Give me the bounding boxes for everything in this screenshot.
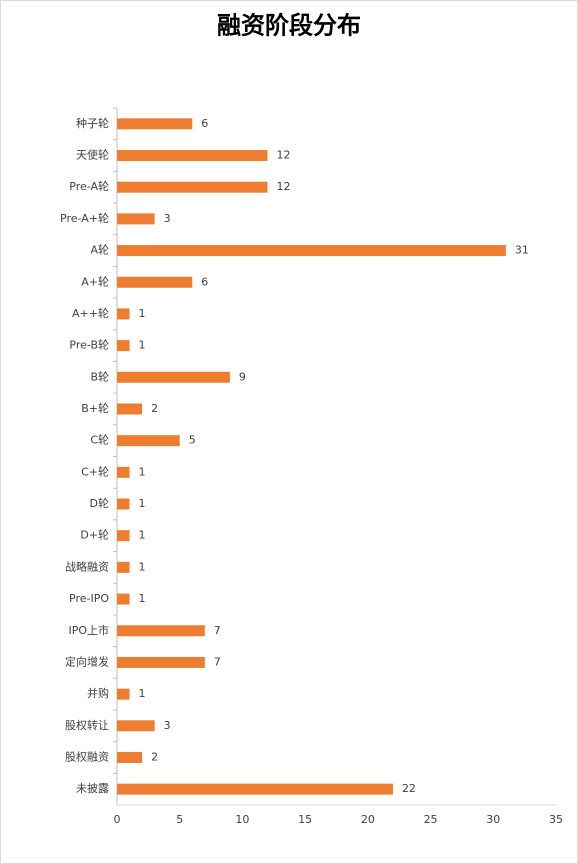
y-tick-label: D+轮	[80, 528, 109, 542]
y-tick-label: C轮	[90, 433, 109, 447]
bar	[117, 403, 143, 415]
bar	[117, 340, 130, 352]
x-tick-label: 30	[486, 813, 500, 826]
y-tick-label: B+轮	[81, 401, 109, 415]
bar	[117, 625, 205, 637]
data-label: 7	[214, 624, 221, 637]
bar	[117, 150, 268, 162]
y-tick-label: 股权转让	[65, 718, 109, 732]
data-label: 2	[151, 750, 158, 763]
chart-title: 融资阶段分布	[217, 11, 361, 40]
bar	[117, 466, 130, 478]
bar	[117, 276, 193, 288]
data-label: 31	[515, 244, 529, 257]
data-label: 2	[151, 402, 158, 415]
bar	[117, 751, 143, 763]
bar	[117, 435, 180, 447]
data-label: 12	[277, 180, 291, 193]
bar	[117, 181, 268, 193]
y-tick-label: C+轮	[81, 464, 109, 478]
y-tick-label: IPO上市	[68, 623, 109, 637]
data-label: 1	[139, 560, 146, 573]
bar	[117, 308, 130, 320]
x-tick-label: 10	[235, 813, 249, 826]
data-label: 3	[164, 719, 171, 732]
y-tick-label: 种子轮	[76, 116, 109, 130]
data-label: 12	[277, 149, 291, 162]
y-tick-label: B轮	[90, 369, 109, 383]
y-tick-label: A轮	[90, 243, 109, 257]
y-tick-label: 未披露	[76, 781, 109, 795]
x-tick-label: 0	[114, 813, 121, 826]
y-tick-label: D轮	[90, 496, 109, 510]
bar	[117, 720, 155, 732]
bar	[117, 245, 506, 257]
y-tick-label: 战略融资	[65, 559, 109, 573]
x-tick-label: 35	[549, 813, 563, 826]
data-label: 1	[139, 529, 146, 542]
x-tick-label: 5	[176, 813, 183, 826]
y-tick-label: A+轮	[81, 274, 109, 288]
x-tick-label: 25	[424, 813, 438, 826]
data-label: 9	[239, 370, 246, 383]
bar	[117, 561, 130, 573]
data-label: 6	[201, 117, 208, 130]
data-label: 1	[139, 687, 146, 700]
data-label: 5	[189, 434, 196, 447]
y-tick-label: 股权融资	[65, 750, 109, 763]
bar	[117, 530, 130, 542]
bar	[117, 593, 130, 605]
y-tick-label: A++轮	[72, 306, 109, 320]
data-label: 22	[402, 782, 416, 795]
data-label: 1	[139, 592, 146, 605]
y-tick-label: 并购	[87, 686, 109, 700]
bar	[117, 688, 130, 700]
bar	[117, 783, 393, 795]
data-label: 3	[164, 212, 171, 225]
data-label: 1	[139, 465, 146, 478]
bar	[117, 371, 230, 383]
y-tick-label: Pre-B轮	[69, 338, 109, 352]
bar	[117, 656, 205, 668]
data-label: 7	[214, 655, 221, 668]
data-label: 1	[139, 307, 146, 320]
y-tick-label: Pre-IPO	[69, 592, 109, 605]
bar	[117, 213, 155, 225]
data-label: 1	[139, 339, 146, 352]
data-label: 6	[201, 275, 208, 288]
bar	[117, 498, 130, 510]
bar	[117, 118, 193, 130]
y-tick-label: 天使轮	[76, 148, 109, 162]
x-tick-label: 20	[361, 813, 375, 826]
data-label: 1	[139, 497, 146, 510]
y-tick-label: Pre-A轮	[69, 179, 109, 193]
y-tick-label: Pre-A+轮	[60, 211, 109, 225]
y-tick-label: 定向增发	[65, 654, 109, 668]
x-tick-label: 15	[298, 813, 312, 826]
